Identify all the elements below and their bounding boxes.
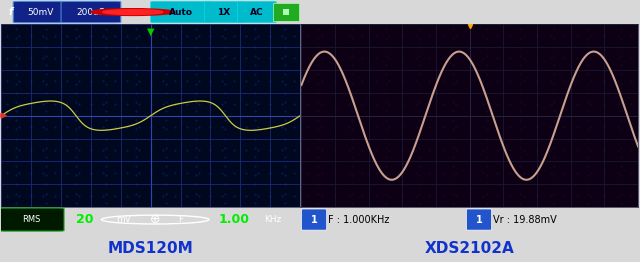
- Text: Auto: Auto: [168, 8, 193, 17]
- Text: 1.00: 1.00: [219, 213, 250, 226]
- Text: 1: 1: [476, 215, 482, 225]
- Text: 50mV: 50mV: [27, 8, 53, 17]
- FancyBboxPatch shape: [13, 2, 67, 23]
- Circle shape: [91, 9, 175, 15]
- Circle shape: [103, 10, 163, 14]
- Text: Vr : 19.88mV: Vr : 19.88mV: [493, 215, 557, 225]
- Text: KHz: KHz: [264, 215, 282, 224]
- Text: ▼: ▼: [147, 26, 154, 36]
- FancyBboxPatch shape: [237, 2, 276, 23]
- FancyBboxPatch shape: [467, 209, 492, 230]
- Text: ⊕: ⊕: [150, 213, 161, 226]
- FancyBboxPatch shape: [283, 9, 289, 15]
- FancyBboxPatch shape: [61, 2, 121, 23]
- FancyBboxPatch shape: [151, 2, 211, 23]
- Text: AC: AC: [250, 8, 264, 17]
- Text: 20: 20: [76, 213, 93, 226]
- FancyBboxPatch shape: [205, 2, 243, 23]
- Text: XDS2102A: XDS2102A: [425, 241, 515, 256]
- Text: RMS: RMS: [22, 215, 40, 224]
- FancyBboxPatch shape: [301, 209, 326, 230]
- Text: f: f: [9, 7, 13, 17]
- Text: F: F: [178, 215, 183, 224]
- Text: 1: 1: [310, 215, 317, 225]
- FancyBboxPatch shape: [273, 3, 299, 21]
- Text: F : 1.000KHz: F : 1.000KHz: [328, 215, 390, 225]
- Text: 1X: 1X: [218, 8, 230, 17]
- Text: mV: mV: [116, 215, 131, 224]
- Text: 200uS: 200uS: [77, 8, 105, 17]
- Text: MDS120M: MDS120M: [108, 241, 193, 256]
- FancyBboxPatch shape: [0, 208, 64, 231]
